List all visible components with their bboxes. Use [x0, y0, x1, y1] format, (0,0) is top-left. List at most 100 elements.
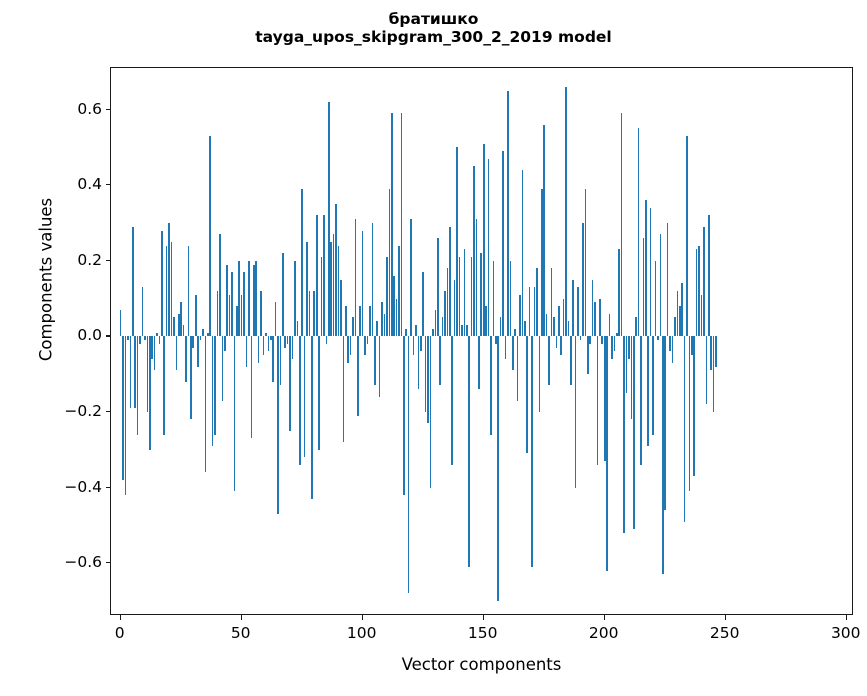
bar — [139, 336, 141, 344]
bar — [395, 298, 398, 337]
bar — [148, 336, 151, 450]
bar — [136, 336, 139, 435]
bar — [219, 234, 221, 337]
y-tick-label: 0.4 — [77, 175, 102, 194]
bar — [221, 336, 224, 401]
bar — [417, 336, 420, 390]
bar — [599, 298, 601, 337]
bar — [611, 336, 613, 359]
bar — [158, 336, 161, 344]
bar — [202, 328, 204, 337]
bar — [352, 317, 354, 337]
bar — [429, 336, 432, 488]
bar — [577, 287, 579, 337]
x-tick-mark — [361, 615, 363, 620]
bar — [613, 336, 616, 352]
bar — [640, 336, 642, 465]
bar — [698, 245, 700, 337]
x-tick-label: 250 — [709, 624, 740, 642]
bar — [269, 336, 272, 341]
x-tick-label: 50 — [230, 624, 251, 642]
x-tick-mark — [240, 615, 242, 620]
bar — [267, 336, 270, 352]
bar — [603, 336, 606, 462]
bar — [376, 321, 378, 337]
bar — [388, 188, 391, 337]
bar — [444, 290, 446, 337]
bar — [272, 336, 274, 382]
bar — [374, 336, 376, 386]
bar — [485, 306, 487, 337]
bar — [504, 336, 507, 359]
bar — [562, 298, 565, 337]
bar — [620, 113, 623, 337]
bar — [378, 336, 381, 397]
y-tick-mark — [105, 108, 110, 110]
bar — [294, 260, 296, 337]
bar — [403, 336, 405, 496]
y-tick-mark — [105, 562, 110, 564]
bar — [400, 113, 403, 337]
bar — [238, 260, 241, 337]
bar — [511, 336, 514, 371]
bar — [226, 264, 228, 337]
y-tick-mark — [105, 410, 110, 413]
bar — [449, 226, 451, 337]
bar — [540, 188, 543, 337]
bar — [473, 166, 475, 337]
bar — [175, 336, 178, 371]
bar — [574, 336, 577, 488]
bar — [557, 306, 560, 337]
bar — [274, 302, 277, 337]
bar — [233, 336, 236, 492]
bar — [531, 336, 533, 567]
bar — [204, 336, 207, 473]
bar — [390, 113, 393, 337]
bar — [146, 336, 149, 412]
bar — [499, 317, 502, 337]
bar — [424, 336, 427, 412]
bar — [567, 321, 570, 337]
x-tick-label: 200 — [588, 624, 619, 642]
bar — [216, 290, 219, 337]
bar — [168, 222, 170, 337]
bar — [332, 234, 335, 337]
bar — [703, 226, 705, 337]
bar — [252, 264, 255, 337]
bar — [545, 313, 548, 337]
bar — [470, 256, 473, 337]
bar — [495, 336, 497, 344]
bar — [674, 317, 676, 337]
bar — [533, 287, 536, 337]
bar — [223, 336, 226, 352]
bar — [659, 234, 662, 337]
bar — [463, 249, 466, 337]
bar — [712, 336, 715, 412]
bar — [555, 336, 558, 348]
bar — [192, 336, 195, 348]
bar — [303, 336, 306, 458]
bar — [502, 151, 504, 337]
bar — [623, 336, 625, 533]
bar — [482, 143, 485, 337]
bar — [686, 136, 688, 337]
bar — [715, 336, 717, 367]
bar — [177, 313, 180, 337]
bar — [357, 336, 359, 416]
bar — [628, 336, 630, 359]
y-tick-label: −0.6 — [64, 553, 102, 572]
bar — [211, 336, 214, 446]
y-tick-label: 0.6 — [77, 99, 102, 118]
bar — [436, 238, 439, 337]
bar — [589, 336, 591, 344]
bar — [185, 336, 187, 382]
bar — [572, 279, 575, 337]
bar — [173, 317, 175, 337]
bar — [645, 200, 647, 337]
x-tick-label: 150 — [467, 624, 498, 642]
y-tick-mark — [105, 184, 110, 186]
bar — [383, 313, 386, 337]
bar — [347, 336, 349, 363]
bar — [584, 188, 587, 337]
bar — [657, 336, 659, 341]
